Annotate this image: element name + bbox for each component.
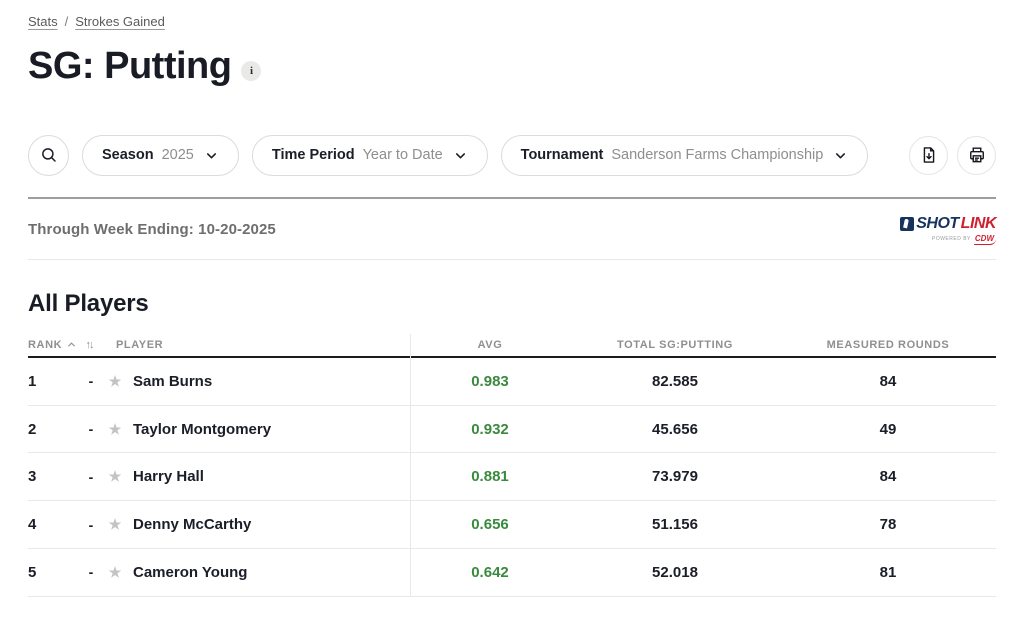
rank-cell: 5 [28, 564, 80, 581]
stats-table: RANK ↑↓ PLAYER AVG TOTAL SG:PUTTING MEAS… [28, 334, 996, 597]
sort-toggle-icon[interactable]: ↑↓ [80, 339, 102, 351]
breadcrumb-link-stats[interactable]: Stats [28, 14, 58, 29]
player-name-link[interactable]: Cameron Young [128, 564, 410, 581]
table-row: 1 - ★ Sam Burns 0.983 82.585 84 [28, 358, 996, 406]
time-period-filter-label: Time Period [272, 147, 355, 163]
meta-band: Through Week Ending: 10-20-2025 SHOTLINK… [28, 199, 996, 259]
table-body: 1 - ★ Sam Burns 0.983 82.585 84 2 - ★ Ta… [28, 358, 996, 597]
search-button[interactable] [28, 135, 69, 176]
avg-cell: 0.983 [410, 373, 570, 390]
season-filter[interactable]: Season 2025 [82, 135, 239, 176]
chevron-down-icon [204, 148, 219, 163]
table-header: RANK ↑↓ PLAYER AVG TOTAL SG:PUTTING MEAS… [28, 334, 996, 358]
print-button[interactable] [957, 136, 996, 175]
column-divider [410, 334, 411, 597]
measured-rounds-cell: 84 [780, 373, 996, 390]
chevron-down-icon [833, 148, 848, 163]
season-filter-label: Season [102, 147, 154, 163]
filter-actions [909, 136, 996, 175]
measured-rounds-cell: 49 [780, 421, 996, 438]
rank-movement-cell: - [80, 517, 102, 533]
measured-rounds-cell: 84 [780, 468, 996, 485]
shotlink-link-text: LINK [961, 215, 996, 233]
section-title: All Players [28, 290, 996, 318]
breadcrumb-link-strokes-gained[interactable]: Strokes Gained [75, 14, 165, 29]
rank-cell: 4 [28, 516, 80, 533]
time-period-filter[interactable]: Time Period Year to Date [252, 135, 488, 176]
measured-rounds-cell: 81 [780, 564, 996, 581]
page-title: SG: Putting [28, 47, 231, 87]
rank-movement-cell: - [80, 421, 102, 437]
player-name-link[interactable]: Denny McCarthy [128, 516, 410, 533]
table-row: 5 - ★ Cameron Young 0.642 52.018 81 [28, 549, 996, 597]
player-name-link[interactable]: Taylor Montgomery [128, 421, 410, 438]
rank-movement-cell: - [80, 564, 102, 580]
rank-cell: 1 [28, 373, 80, 390]
printer-icon [967, 145, 987, 165]
info-icon[interactable]: i [241, 61, 261, 81]
total-sg-putting-cell: 73.979 [570, 468, 780, 485]
favorite-star-icon[interactable]: ★ [102, 468, 128, 485]
cdw-logo: CDW [974, 234, 996, 245]
player-name-link[interactable]: Harry Hall [128, 468, 410, 485]
table-row: 3 - ★ Harry Hall 0.881 73.979 84 [28, 453, 996, 501]
breadcrumb: Stats / Strokes Gained [28, 14, 996, 29]
download-file-icon [919, 145, 939, 165]
divider [28, 259, 996, 260]
avg-cell: 0.881 [410, 468, 570, 485]
favorite-star-icon[interactable]: ★ [102, 373, 128, 390]
filter-bar: Season 2025 Time Period Year to Date Tou… [28, 135, 996, 176]
favorite-star-icon[interactable]: ★ [102, 421, 128, 438]
column-header-measured-rounds[interactable]: MEASURED ROUNDS [780, 339, 996, 351]
pga-tour-logo-icon [900, 217, 914, 231]
rank-movement-cell: - [80, 373, 102, 389]
column-header-avg[interactable]: AVG [410, 339, 570, 351]
powered-by-label: POWERED BY [932, 236, 971, 242]
shotlink-logo: SHOTLINK POWERED BY CDW [900, 215, 996, 245]
title-row: SG: Putting i [28, 47, 996, 87]
total-sg-putting-cell: 51.156 [570, 516, 780, 533]
time-period-filter-value: Year to Date [363, 147, 443, 163]
breadcrumb-separator: / [65, 14, 69, 29]
rank-cell: 2 [28, 421, 80, 438]
rank-movement-cell: - [80, 469, 102, 485]
rank-cell: 3 [28, 468, 80, 485]
player-name-link[interactable]: Sam Burns [128, 373, 410, 390]
sort-caret-up-icon [66, 339, 77, 350]
column-header-total-sg-putting[interactable]: TOTAL SG:PUTTING [570, 339, 780, 351]
tournament-filter-label: Tournament [521, 147, 604, 163]
rank-header-label: RANK [28, 339, 62, 351]
avg-cell: 0.932 [410, 421, 570, 438]
chevron-down-icon [453, 148, 468, 163]
avg-cell: 0.656 [410, 516, 570, 533]
total-sg-putting-cell: 45.656 [570, 421, 780, 438]
tournament-filter[interactable]: Tournament Sanderson Farms Championship [501, 135, 869, 176]
avg-cell: 0.642 [410, 564, 570, 581]
favorite-star-icon[interactable]: ★ [102, 564, 128, 581]
table-row: 2 - ★ Taylor Montgomery 0.932 45.656 49 [28, 406, 996, 454]
download-button[interactable] [909, 136, 948, 175]
shotlink-shot-text: SHOT [916, 215, 958, 233]
page: Stats / Strokes Gained SG: Putting i Sea… [0, 0, 1024, 597]
search-icon [40, 146, 58, 164]
column-header-player[interactable]: PLAYER [102, 339, 410, 351]
total-sg-putting-cell: 52.018 [570, 564, 780, 581]
measured-rounds-cell: 78 [780, 516, 996, 533]
column-header-rank[interactable]: RANK [28, 339, 80, 351]
through-week-label: Through Week Ending: 10-20-2025 [28, 221, 276, 238]
table-row: 4 - ★ Denny McCarthy 0.656 51.156 78 [28, 501, 996, 549]
total-sg-putting-cell: 82.585 [570, 373, 780, 390]
favorite-star-icon[interactable]: ★ [102, 516, 128, 533]
tournament-filter-value: Sanderson Farms Championship [611, 147, 823, 163]
season-filter-value: 2025 [162, 147, 194, 163]
